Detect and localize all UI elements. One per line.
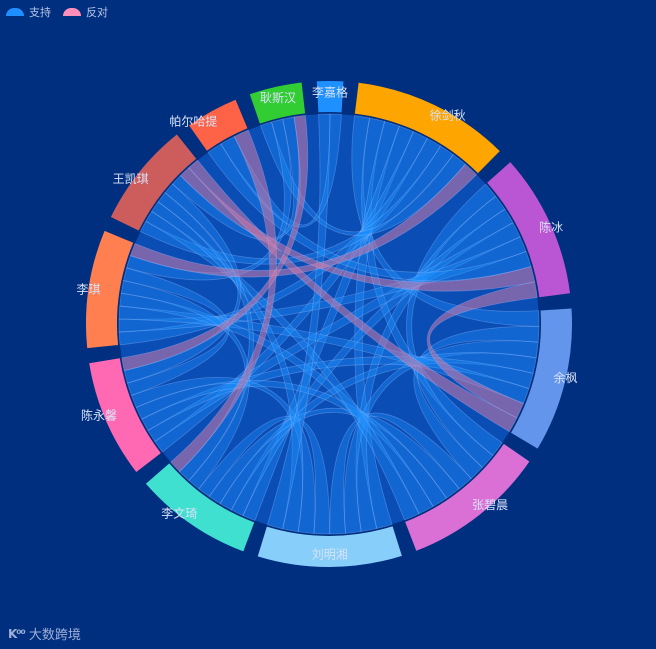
chord-link-support-26[interactable] [151,201,304,533]
node-arc-6[interactable] [89,358,161,472]
chord-link-oppose-0[interactable] [129,163,478,278]
chord-link-support-30[interactable] [123,267,230,396]
chord-link-oppose-4[interactable] [170,129,277,473]
node-label-1: 陈冰 [539,220,563,235]
chord-link-support-11[interactable] [147,222,521,442]
legend-item-support[interactable]: 支持 [6,4,51,20]
legend-label-oppose: 反对 [86,6,108,19]
chord-link-support-6[interactable] [139,145,454,265]
watermark: K⁰⁰ 大数跨境 [8,624,81,644]
node-label-5: 李文琦 [161,505,197,520]
node-arc-2[interactable] [511,308,572,449]
chord-link-support-25[interactable] [130,376,316,534]
node-arc-9[interactable] [189,99,248,151]
node-arc-10[interactable] [249,82,306,124]
node-label-2: 余枫 [554,370,578,385]
chord-links [118,113,540,535]
node-arc-5[interactable] [145,463,255,552]
watermark-logo: K⁰⁰ [8,626,26,641]
chord-link-support-8[interactable] [406,183,497,468]
chord-link-support-19[interactable] [329,412,472,535]
chord-link-support-2[interactable] [354,121,400,529]
chord-link-support-3[interactable] [242,125,415,522]
chord-link-support-15[interactable] [344,340,539,534]
chord-link-support-1[interactable] [361,117,503,457]
node-arc-4[interactable] [257,526,402,568]
chord-link-support-0[interactable] [351,115,540,327]
legend-item-oppose[interactable]: 反对 [63,4,108,20]
watermark-text: 大数跨境 [28,628,81,643]
chord-link-support-9[interactable] [355,195,506,532]
chord-link-support-27[interactable] [266,113,331,530]
chord-link-support-4[interactable] [154,131,428,453]
node-label-8: 王凯琪 [113,172,149,186]
node-label-4: 刘明湘 [312,546,348,561]
chord-link-support-17[interactable] [141,356,534,432]
chord-link-support-24[interactable] [198,416,331,535]
chord-link-support-12[interactable] [118,236,527,333]
node-label-9: 帕尔哈提 [169,113,217,128]
chord-link-support-20[interactable] [208,407,460,505]
node-arc-1[interactable] [487,162,571,298]
chord-link-oppose-3[interactable] [188,159,518,433]
chord-inner-disc [119,114,539,534]
chord-link-oppose-2[interactable] [426,281,538,419]
node-arc-0[interactable] [354,82,500,174]
chord-link-support-22[interactable] [119,292,434,515]
chord-link-support-14[interactable] [413,325,540,480]
chord-link-support-21[interactable] [135,380,447,507]
chord-link-oppose-5[interactable] [121,114,309,372]
node-label-11: 李嘉格 [312,85,348,100]
node-arc-3[interactable] [405,443,530,551]
node-arc-7[interactable] [86,230,134,349]
chord-link-support-10[interactable] [230,208,514,517]
chord-link-support-23[interactable] [145,210,420,521]
legend-label-support: 支持 [29,6,51,19]
legend: 支持 反对 [6,4,108,20]
node-label-7: 李琪 [76,282,100,297]
node-label-10: 耿斯汉 [260,91,296,105]
node-label-3: 张碧晨 [472,498,508,512]
node-label-6: 陈永馨 [81,407,117,422]
chord-link-support-13[interactable] [207,143,532,282]
node-arc-8[interactable] [110,134,197,231]
node-label-0: 徐剑秋 [430,108,466,123]
legend-swatch-support [6,8,24,16]
legend-swatch-oppose [63,8,81,16]
node-arc-11[interactable] [316,80,344,113]
chord-link-support-16[interactable] [219,352,537,511]
